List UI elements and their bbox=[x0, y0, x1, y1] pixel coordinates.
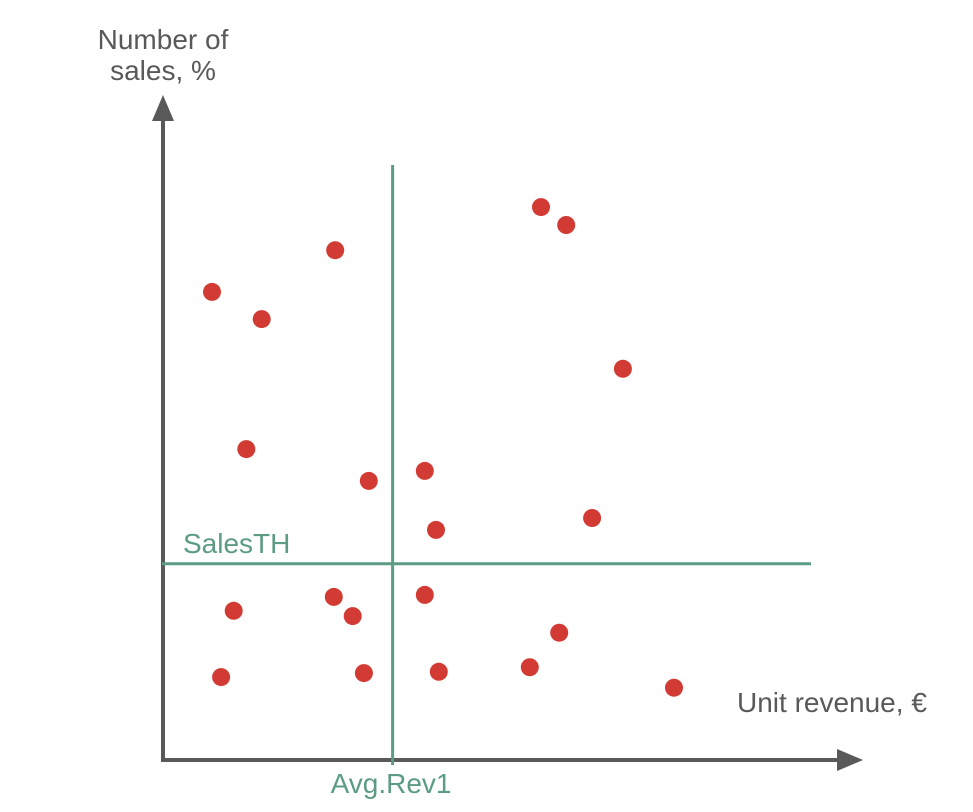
data-point bbox=[212, 668, 231, 687]
data-point bbox=[326, 241, 345, 260]
data-point bbox=[237, 440, 256, 459]
y-axis-label: Number of sales, % bbox=[97, 24, 229, 86]
data-point bbox=[203, 282, 221, 301]
data-point bbox=[224, 601, 243, 620]
data-point bbox=[359, 471, 378, 490]
data-point bbox=[252, 310, 271, 329]
data-point bbox=[520, 658, 539, 677]
x-axis bbox=[163, 749, 863, 771]
y-axis-arrowhead-icon bbox=[152, 95, 174, 121]
sales-threshold-label: SalesTH bbox=[183, 527, 291, 559]
data-point bbox=[532, 198, 550, 217]
data-point bbox=[415, 585, 434, 604]
data-point bbox=[324, 587, 343, 606]
data-point bbox=[665, 678, 683, 697]
x-axis-label: Unit revenue, € bbox=[737, 687, 927, 718]
data-point bbox=[557, 216, 576, 234]
data-point bbox=[550, 623, 569, 642]
data-point bbox=[583, 509, 602, 527]
data-point bbox=[354, 664, 373, 683]
avg-revenue-threshold-label: Avg.Rev1 bbox=[330, 768, 452, 799]
data-point bbox=[415, 461, 434, 480]
data-point bbox=[427, 520, 445, 539]
data-points bbox=[203, 198, 683, 697]
y-axis bbox=[152, 95, 174, 762]
threshold-lines bbox=[162, 165, 811, 765]
data-point bbox=[613, 359, 632, 378]
data-point bbox=[343, 607, 362, 626]
data-point bbox=[429, 662, 448, 681]
x-axis-arrowhead-icon bbox=[837, 749, 863, 771]
